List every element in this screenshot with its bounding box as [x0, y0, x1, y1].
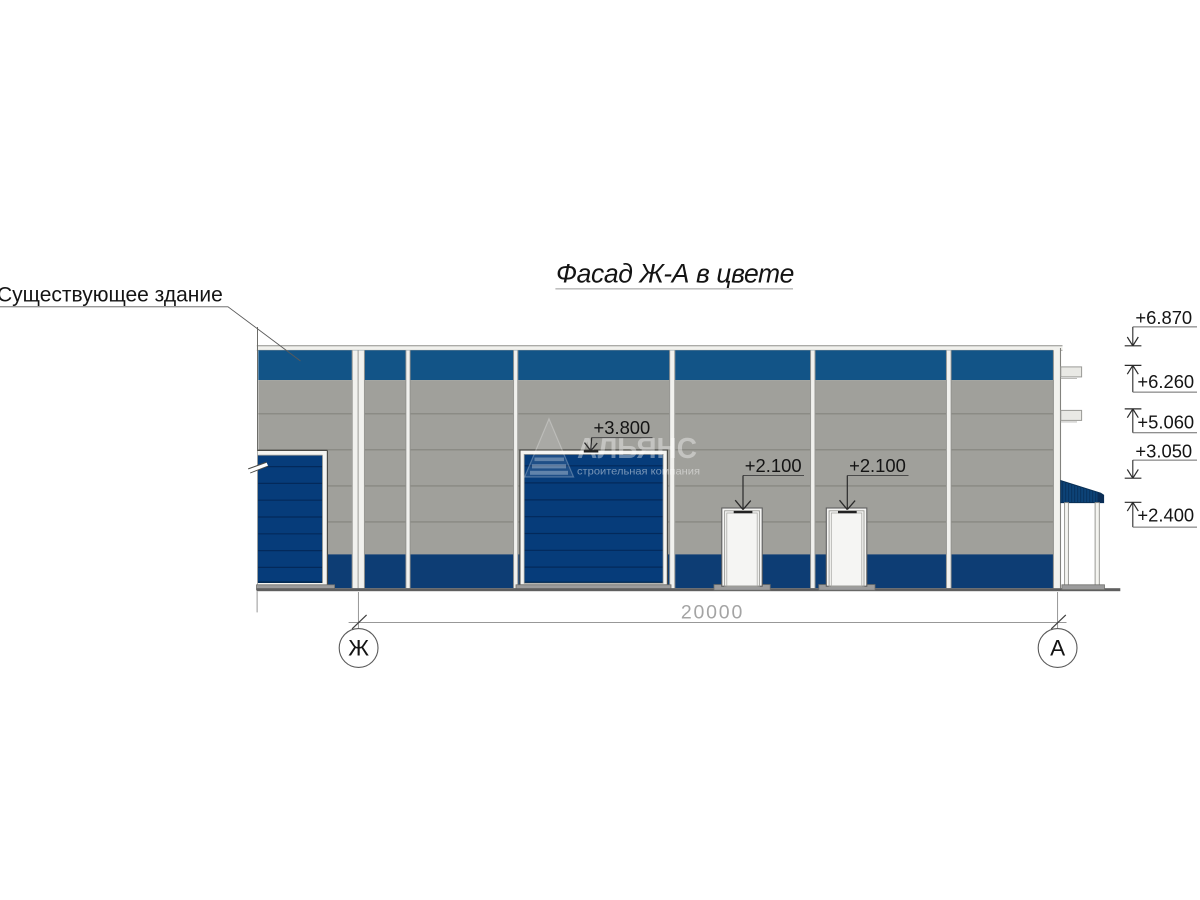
svg-text:+5.060: +5.060: [1137, 412, 1194, 433]
svg-text:Фасад Ж-А в цвете: Фасад Ж-А в цвете: [556, 258, 794, 288]
svg-text:Ж: Ж: [348, 635, 369, 660]
svg-text:+6.870: +6.870: [1135, 307, 1192, 328]
svg-text:А: А: [1050, 635, 1065, 660]
svg-text:+2.400: +2.400: [1137, 504, 1194, 525]
svg-text:Существующее здание: Существующее здание: [0, 283, 223, 306]
svg-text:20000: 20000: [681, 602, 744, 624]
svg-text:+3.050: +3.050: [1135, 440, 1192, 461]
svg-text:АЛЬЯНС: АЛЬЯНС: [577, 433, 697, 465]
svg-text:+2.100: +2.100: [849, 455, 906, 476]
svg-text:строительная компания: строительная компания: [577, 465, 700, 477]
svg-text:+3.800: +3.800: [594, 417, 651, 438]
svg-text:+2.100: +2.100: [745, 455, 802, 476]
svg-text:+6.260: +6.260: [1137, 371, 1194, 392]
